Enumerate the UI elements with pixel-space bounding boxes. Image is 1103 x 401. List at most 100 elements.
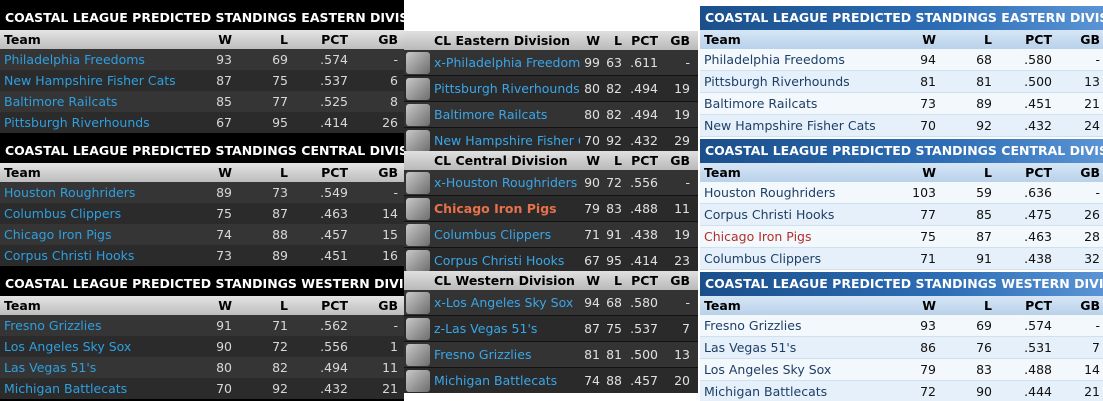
table-body: Houston Roughriders 103 59 .636 - Corpus Chr… [700, 182, 1103, 270]
team-link[interactable]: Pittsburgh Riverhounds [434, 81, 580, 96]
header-l: L [984, 32, 992, 47]
pct: .438 [1024, 251, 1052, 266]
losses: 83 [606, 201, 622, 216]
table-row: Corpus Christi Hooks 77 85 .475 26 [700, 204, 1103, 226]
team-link[interactable]: New Hampshire Fisher Cats [4, 73, 176, 88]
team-link[interactable]: Corpus Christi Hooks [4, 248, 135, 263]
pct: .451 [1024, 96, 1052, 111]
team-link[interactable]: x-Houston Roughriders [434, 175, 578, 190]
eastern-division-table: COASTAL LEAGUE PREDICTED STANDINGS EASTE… [700, 6, 1103, 137]
header-logo-spacer [406, 270, 430, 292]
team-link[interactable]: Fresno Grizzlies [4, 318, 102, 333]
team-link[interactable]: New Hampshire Fisher Cats [704, 118, 876, 133]
games-back: 8 [390, 94, 398, 109]
header-pct: PCT [631, 153, 658, 168]
header-w: W [586, 273, 600, 288]
table-header: CL Central Division W L PCT GB [404, 151, 698, 170]
header-w: W [218, 165, 232, 180]
losses: 77 [272, 94, 288, 109]
table-header: Team W L PCT GB [0, 296, 404, 315]
games-back: 11 [674, 201, 690, 216]
battlecats-logo-icon [406, 369, 430, 392]
wins: 89 [216, 185, 232, 200]
team-link[interactable]: Michigan Battlecats [434, 373, 558, 388]
losses: 87 [272, 206, 288, 221]
team-link[interactable]: Columbus Clippers [704, 251, 822, 266]
team-link[interactable]: Chicago Iron Pigs [704, 229, 812, 244]
standings-panel-logos: CL Eastern Division W L PCT GB x-Philade… [404, 31, 698, 393]
pct: .444 [1024, 384, 1052, 399]
team-link[interactable]: Corpus Christi Hooks [434, 253, 565, 268]
team-link[interactable]: x-Philadelphia Freedoms [434, 55, 580, 70]
team-link[interactable]: Los Angeles Sky Sox [704, 362, 832, 377]
team-link[interactable]: Baltimore Railcats [4, 94, 118, 109]
header-l: L [984, 165, 992, 180]
team-link[interactable]: Michigan Battlecats [704, 384, 828, 399]
team-link[interactable]: Columbus Clippers [4, 206, 122, 221]
table-row: Las Vegas 51's 86 76 .531 7 [700, 337, 1103, 359]
games-back: 24 [1084, 118, 1100, 133]
games-back: 6 [390, 73, 398, 88]
header-team: Team [704, 32, 741, 47]
games-back: 19 [674, 227, 690, 242]
team-link[interactable]: Chicago Iron Pigs [434, 201, 557, 216]
team-link[interactable]: Houston Roughriders [4, 185, 136, 200]
team-link[interactable]: Philadelphia Freedoms [4, 52, 145, 67]
pct: .556 [320, 339, 348, 354]
team-link[interactable]: Philadelphia Freedoms [704, 52, 845, 67]
vegas-51s-logo-icon [406, 317, 430, 340]
games-back: 7 [1092, 340, 1100, 355]
team-link[interactable]: Los Angeles Sky Sox [4, 339, 132, 354]
losses: 83 [976, 362, 992, 377]
table-row: Columbus Clippers 75 87 .463 14 [0, 203, 404, 224]
losses: 90 [976, 384, 992, 399]
team-link[interactable]: Baltimore Railcats [704, 96, 818, 111]
team-link[interactable]: Pittsburgh Riverhounds [704, 74, 850, 89]
team-link[interactable]: Corpus Christi Hooks [704, 207, 835, 222]
games-back: - [685, 175, 690, 190]
table-row: Fresno Grizzlies 93 69 .574 - [700, 315, 1103, 337]
table-row: x-Houston Roughriders 90 72 .556 - [404, 170, 698, 196]
team-link[interactable]: New Hampshire Fisher Ca [434, 133, 580, 148]
pct: .432 [320, 381, 348, 396]
header-l: L [614, 273, 622, 288]
header-pct: PCT [1025, 165, 1052, 180]
team-link[interactable]: z-Las Vegas 51's [434, 321, 538, 336]
games-back: - [1095, 52, 1100, 67]
table-row: x-Los Angeles Sky Sox 94 68 .580 - [404, 290, 698, 316]
games-back: 29 [674, 133, 690, 148]
team-link[interactable]: Fresno Grizzlies [434, 347, 532, 362]
division-title: COASTAL LEAGUE PREDICTED STANDINGS EASTE… [700, 6, 1103, 30]
games-back: - [393, 318, 398, 333]
team-link[interactable]: Columbus Clippers [434, 227, 552, 242]
losses: 68 [606, 295, 622, 310]
wins: 90 [216, 339, 232, 354]
team-link[interactable]: Chicago Iron Pigs [4, 227, 112, 242]
wins: 80 [584, 107, 600, 122]
games-back: - [393, 185, 398, 200]
games-back: 32 [1084, 251, 1100, 266]
team-link[interactable]: Houston Roughriders [704, 185, 836, 200]
team-link[interactable]: Pittsburgh Riverhounds [4, 115, 150, 130]
team-link[interactable]: Michigan Battlecats [4, 381, 128, 396]
header-gb: GB [1080, 32, 1100, 47]
losses: 82 [606, 107, 622, 122]
losses: 92 [976, 118, 992, 133]
wins: 75 [216, 206, 232, 221]
table-row: Los Angeles Sky Sox 90 72 .556 1 [0, 336, 404, 357]
iron-pigs-logo-icon [406, 197, 430, 220]
header-gb: GB [670, 153, 690, 168]
pct: .537 [630, 321, 658, 336]
wins: 71 [920, 251, 936, 266]
freedoms-logo-icon [406, 51, 430, 74]
team-link[interactable]: Baltimore Railcats [434, 107, 548, 122]
team-link[interactable]: Las Vegas 51's [4, 360, 97, 375]
sky-sox-logo-icon [406, 291, 430, 314]
team-link[interactable]: Fresno Grizzlies [704, 318, 802, 333]
wins: 73 [920, 96, 936, 111]
wins: 103 [912, 185, 936, 200]
team-link[interactable]: x-Los Angeles Sky Sox [434, 295, 574, 310]
header-pct: PCT [321, 32, 348, 47]
team-link[interactable]: Las Vegas 51's [704, 340, 797, 355]
division-title: CL Central Division [434, 153, 568, 168]
